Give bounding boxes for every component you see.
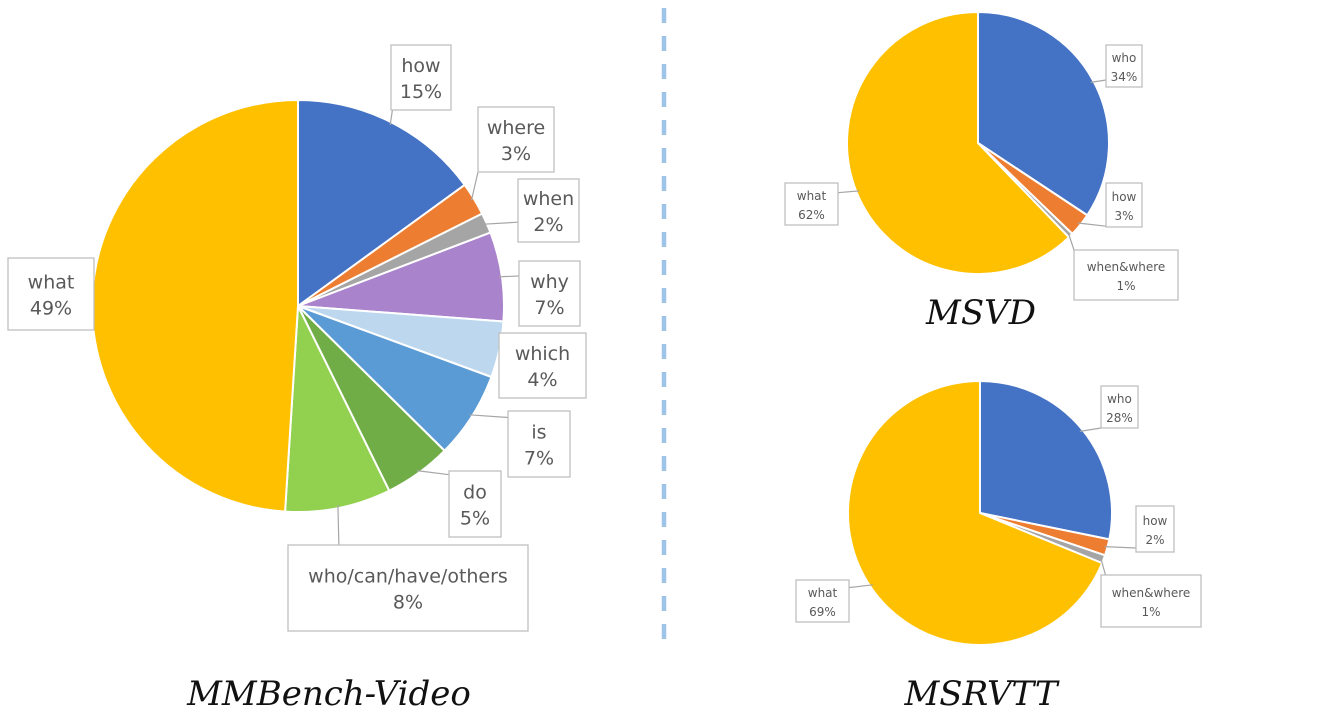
data-label-mmbench-do-percent: 5%	[460, 508, 490, 530]
data-label-box-mmbench-when	[517, 178, 580, 243]
leader-line-msvd-what	[837, 190, 860, 194]
leader-line-mmbench-who-can-have-others	[337, 504, 340, 546]
leader-line-mmbench-when	[483, 221, 519, 225]
data-label-box-mmbench-who-can-have-others	[287, 544, 529, 632]
data-label-mmbench-which-percent: 4%	[527, 369, 557, 391]
data-label-msvd-how-category: how	[1112, 190, 1137, 204]
data-label-box-msrvtt-how	[1135, 505, 1175, 553]
data-label-msrvtt-who-category: who	[1107, 392, 1132, 406]
data-label-box-msrvtt-who	[1100, 385, 1139, 429]
data-label-box-msvd-how	[1105, 182, 1143, 228]
data-label-msrvtt-who-percent: 28%	[1106, 411, 1133, 425]
chart-title-msrvtt: MSRVTT	[903, 674, 1059, 714]
data-label-box-mmbench-why	[518, 260, 581, 327]
leader-line-msrvtt-when-where	[1100, 558, 1107, 576]
data-label-mmbench-how-percent: 15%	[400, 81, 442, 103]
data-label-mmbench-where-percent: 3%	[501, 143, 531, 165]
pie-slice-msvd-what	[846, 11, 1070, 275]
data-label-msvd-when-where-category: when&where	[1087, 260, 1166, 274]
leader-line-msvd-how	[1077, 222, 1107, 227]
data-label-mmbench-when-percent: 2%	[533, 214, 563, 236]
data-labels-layer: how 15% where 3% when 2% why 7% which 4% is 7% do 5% w…	[7, 44, 1202, 632]
data-label-box-mmbench-is	[507, 410, 571, 478]
leader-lines-layer	[337, 79, 1137, 589]
data-label-mmbench-when-category: when	[523, 188, 574, 210]
pie-slice-msrvtt-who	[979, 380, 1113, 541]
data-label-box-msvd-what	[784, 182, 839, 226]
leader-line-msrvtt-who	[1079, 427, 1102, 432]
data-label-mmbench-what-percent: 49%	[30, 298, 72, 320]
data-label-mmbench-who-can-have-others-percent: 8%	[393, 592, 423, 614]
data-label-mmbench-what-category: what	[28, 272, 75, 294]
data-label-box-msvd-who	[1105, 44, 1143, 88]
pie-slice-mmbench-how	[297, 99, 466, 307]
data-label-box-msrvtt-what	[795, 579, 850, 623]
data-label-mmbench-is-percent: 7%	[524, 448, 554, 470]
chart-title-msvd: MSVD	[925, 293, 1036, 333]
data-label-msvd-when-where-percent: 1%	[1116, 279, 1135, 293]
data-label-msvd-what-category: what	[797, 189, 827, 203]
pie-slice-mmbench-what	[91, 99, 299, 513]
data-label-box-mmbench-how	[390, 44, 452, 111]
leader-line-mmbench-how	[389, 109, 393, 126]
leader-line-msvd-who	[1090, 79, 1107, 83]
data-label-msrvtt-how-percent: 2%	[1145, 533, 1164, 547]
data-label-mmbench-which-category: which	[515, 343, 570, 365]
leader-line-msrvtt-what	[848, 584, 873, 589]
chart-title-mmbench-video: MMBench-Video	[186, 674, 471, 714]
data-label-mmbench-do-category: do	[463, 482, 487, 504]
data-label-msvd-who-percent: 34%	[1111, 70, 1138, 84]
pie-slices-layer	[91, 11, 1113, 646]
data-label-msrvtt-when-where-category: when&where	[1112, 586, 1191, 600]
data-label-mmbench-where-category: where	[487, 117, 545, 139]
data-label-box-mmbench-do	[448, 470, 502, 538]
data-label-box-mmbench-where	[477, 106, 555, 173]
data-label-msrvtt-when-where-percent: 1%	[1141, 605, 1160, 619]
data-label-msrvtt-how-category: how	[1143, 514, 1168, 528]
data-label-msrvtt-what-category: what	[808, 586, 838, 600]
leader-line-mmbench-why	[498, 275, 520, 278]
data-label-box-msrvtt-when-where	[1100, 574, 1202, 628]
leader-line-msrvtt-how	[1104, 546, 1137, 549]
data-label-mmbench-why-percent: 7%	[534, 297, 564, 319]
leader-line-mmbench-where	[470, 171, 479, 201]
data-label-msrvtt-what-percent: 69%	[809, 605, 836, 619]
leader-line-msvd-when-where	[1067, 233, 1075, 251]
data-label-box-mmbench-what	[7, 257, 95, 331]
data-label-box-msvd-when-where	[1073, 249, 1179, 301]
data-label-mmbench-how-category: how	[401, 55, 440, 77]
data-label-mmbench-why-category: why	[530, 271, 569, 293]
data-label-mmbench-is-category: is	[531, 422, 546, 444]
data-label-msvd-what-percent: 62%	[798, 208, 825, 222]
data-label-mmbench-who-can-have-others-category: who/can/have/others	[308, 566, 508, 588]
data-label-box-mmbench-which	[498, 332, 587, 399]
pie-slice-msrvtt-what	[847, 380, 1104, 646]
data-label-msvd-how-percent: 3%	[1114, 209, 1133, 223]
leader-line-mmbench-do	[416, 470, 450, 476]
leader-line-mmbench-is	[469, 414, 509, 419]
data-label-msvd-who-category: who	[1112, 51, 1137, 65]
